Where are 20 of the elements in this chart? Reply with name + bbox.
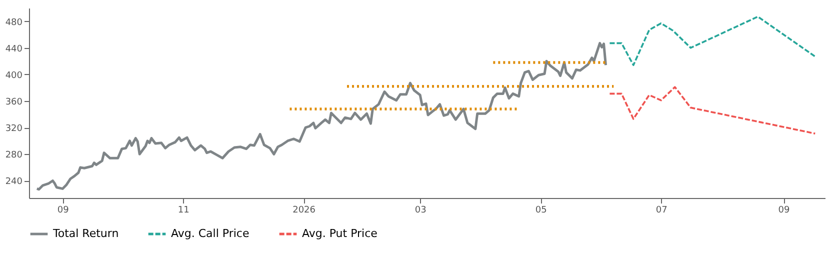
line-series <box>36 42 608 191</box>
legend-label: Avg. Call Price <box>171 227 250 240</box>
y-tick-label: 400 <box>5 70 23 81</box>
y-tick-label: 360 <box>5 98 23 108</box>
y-tick-label: 240 <box>5 177 23 188</box>
x-tick-label: 11 <box>178 206 190 216</box>
x-tick-label: 09 <box>778 206 790 216</box>
x-tick-label: 09 <box>57 206 70 216</box>
y-tick-label: 480 <box>5 18 23 28</box>
legend-label: Total Return <box>52 227 119 240</box>
x-tick-label: 05 <box>535 206 547 216</box>
line-series <box>608 86 816 134</box>
x-tick-label: 2026 <box>292 206 316 216</box>
x-tick-label: 03 <box>414 206 426 216</box>
line-series <box>608 16 816 66</box>
legend-label: Avg. Put Price <box>302 227 378 240</box>
y-tick-label: 320 <box>5 124 23 134</box>
y-tick-label: 280 <box>5 150 23 161</box>
y-tick-label: 440 <box>5 44 23 54</box>
x-tick-label: 07 <box>656 206 668 216</box>
